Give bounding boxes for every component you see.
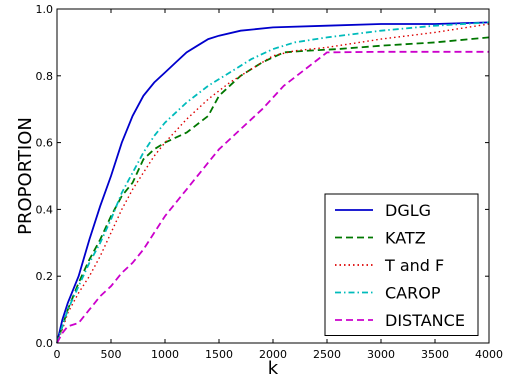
legend-label: DGLG xyxy=(385,201,431,220)
y-tick-label: 0.2 xyxy=(36,270,54,283)
ticks-layer: 0 500 1000 1500 2000 2500 3000 3500 4000 0.0 0.2 0.… xyxy=(36,3,504,361)
y-tick-label: 0.4 xyxy=(36,203,54,216)
legend: DGLG KATZ T and F CAROP DISTANCE xyxy=(324,193,479,336)
x-tick-label: 0 xyxy=(54,348,61,361)
y-tick-label: 0.6 xyxy=(36,137,54,150)
y-axis-label: PROPORTION xyxy=(15,117,36,235)
legend-label: KATZ xyxy=(385,229,426,248)
x-tick-label: 1500 xyxy=(205,348,233,361)
legend-box xyxy=(324,193,479,336)
y-tick-label: 1.0 xyxy=(36,3,54,16)
x-tick-label: 2000 xyxy=(259,348,287,361)
x-tick-label: 3500 xyxy=(421,348,449,361)
x-tick-label: 500 xyxy=(101,348,122,361)
legend-label: CAROP xyxy=(385,284,441,303)
series-line-distance xyxy=(56,50,489,344)
x-tick-label: 2500 xyxy=(313,348,341,361)
legend-label: DISTANCE xyxy=(385,311,465,330)
y-tick-label: 0.8 xyxy=(36,70,54,83)
x-tick-label: 3000 xyxy=(367,348,395,361)
legend-label: T and F xyxy=(384,256,444,275)
series-line-katz xyxy=(56,36,490,344)
y-tick-label: 0.0 xyxy=(36,337,54,350)
x-tick-label: 4000 xyxy=(475,348,503,361)
x-axis-label: k xyxy=(268,358,279,379)
series-line-dglg xyxy=(56,21,490,344)
x-tick-label: 1000 xyxy=(151,348,179,361)
series-layer xyxy=(56,21,490,344)
series-line-t-and-f xyxy=(56,23,490,344)
